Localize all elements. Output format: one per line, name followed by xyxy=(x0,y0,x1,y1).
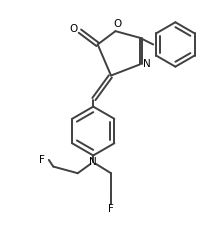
Text: N: N xyxy=(89,157,97,167)
Text: O: O xyxy=(113,19,122,30)
Text: F: F xyxy=(39,155,45,165)
Text: N: N xyxy=(143,59,150,70)
Text: F: F xyxy=(108,204,114,214)
Text: O: O xyxy=(69,24,77,34)
